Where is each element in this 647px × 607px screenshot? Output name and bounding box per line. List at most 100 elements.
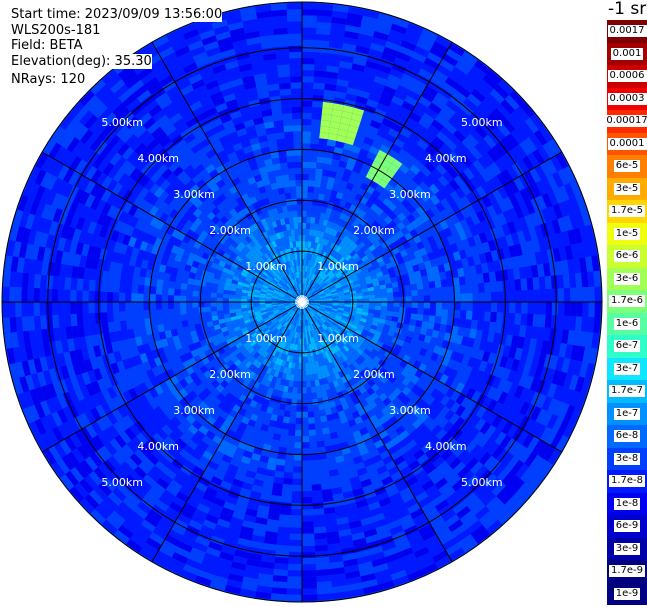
ppi-cell: [27, 359, 37, 375]
ppi-cell: [344, 245, 351, 253]
ppi-cell: [467, 337, 476, 348]
ppi-cell: [383, 371, 393, 380]
ppi-cell: [376, 326, 384, 333]
ppi-cell: [366, 443, 377, 453]
ppi-cell: [178, 333, 186, 342]
ppi-cell: [119, 222, 130, 235]
ppi-cell: [254, 310, 261, 315]
ppi-cell: [296, 332, 299, 339]
ppi-cell: [62, 421, 75, 437]
ppi-cell: [42, 219, 53, 235]
ppi-cell: [115, 262, 123, 274]
ppi-cell: [421, 321, 429, 329]
ppi-cell: [594, 286, 601, 302]
ppi-cell: [333, 318, 341, 324]
ppi-cell: [317, 256, 322, 263]
ppi-cell: [254, 313, 262, 318]
ppi-cell: [305, 313, 308, 320]
ppi-cell: [143, 190, 154, 203]
ppi-cell: [429, 545, 446, 558]
ppi-cell: [434, 371, 444, 382]
ppi-cell: [116, 483, 131, 497]
ppi-cell: [366, 233, 375, 241]
ppi-cell: [449, 179, 460, 191]
ppi-cell: [469, 146, 483, 160]
ppi-cell: [465, 440, 478, 454]
ppi-cell: [79, 398, 90, 413]
ppi-cell: [259, 293, 267, 297]
ppi-cell: [259, 567, 274, 576]
ppi-cell: [323, 357, 330, 365]
ppi-cell: [408, 133, 421, 144]
ppi-cell: [406, 439, 418, 451]
ppi-cell: [383, 350, 392, 359]
ppi-cell: [564, 302, 571, 317]
ppi-cell: [474, 506, 490, 521]
ppi-cell: [367, 312, 375, 318]
ppi-cell: [499, 355, 509, 368]
ppi-cell: [289, 302, 296, 304]
ppi-cell: [451, 163, 464, 176]
ppi-cell: [71, 448, 85, 464]
ppi-cell: [73, 401, 85, 416]
ppi-cell: [223, 285, 231, 291]
ppi-cell: [125, 245, 134, 257]
ppi-cell: [359, 168, 369, 177]
ppi-cell: [390, 233, 400, 243]
ppi-cell: [508, 346, 517, 359]
ppi-cell: [290, 298, 297, 301]
ppi-cell: [363, 66, 378, 76]
ppi-cell: [143, 302, 150, 311]
ppi-cell: [346, 196, 355, 205]
ppi-cell: [381, 420, 392, 430]
ppi-cell: [454, 293, 461, 302]
ppi-cell: [48, 368, 59, 384]
ppi-cell: [288, 557, 302, 565]
ppi-cell: [352, 537, 367, 547]
ppi-cell: [182, 270, 190, 278]
ppi-cell: [302, 173, 309, 181]
ppi-cell: [307, 356, 312, 363]
ppi-cell: [461, 238, 471, 250]
ppi-cell: [394, 410, 405, 421]
ppi-cell: [315, 276, 320, 283]
ppi-cell: [338, 225, 345, 234]
ppi-cell: [531, 326, 539, 340]
ppi-cell: [514, 279, 522, 291]
ppi-cell: [273, 309, 280, 313]
ppi-cell: [358, 385, 367, 395]
ppi-cell: [107, 473, 121, 488]
ppi-cell: [185, 258, 194, 267]
ppi-cell: [303, 314, 305, 321]
ppi-cell: [24, 243, 34, 259]
ppi-cell: [326, 280, 333, 286]
ppi-cell: [252, 528, 266, 537]
ppi-cell: [93, 345, 102, 358]
ppi-cell: [88, 302, 95, 314]
ppi-cell: [302, 466, 311, 473]
ppi-cell: [230, 355, 239, 364]
ppi-cell: [36, 371, 47, 387]
ppi-cell: [302, 247, 305, 254]
ppi-cell: [473, 483, 488, 497]
ppi-cell: [312, 307, 319, 311]
ppi-cell: [271, 280, 278, 286]
ppi-cell: [91, 334, 100, 347]
ppi-cell: [218, 336, 226, 344]
ppi-cell: [226, 359, 234, 368]
ppi-cell: [537, 326, 545, 341]
ppi-cell: [436, 294, 443, 302]
ppi-cell: [314, 284, 321, 290]
ppi-cell: [411, 302, 418, 309]
ppi-cell: [406, 62, 422, 74]
ppi-cell: [370, 273, 378, 280]
ppi-cell: [93, 368, 103, 381]
ppi-cell: [22, 258, 31, 274]
ppi-cell: [9, 224, 20, 242]
ppi-cell: [235, 311, 243, 316]
ppi-cell: [564, 182, 576, 200]
ppi-cell: [343, 310, 350, 315]
ppi-cell: [394, 252, 403, 260]
ppi-cell: [502, 380, 513, 394]
ppi-cell: [432, 550, 449, 563]
